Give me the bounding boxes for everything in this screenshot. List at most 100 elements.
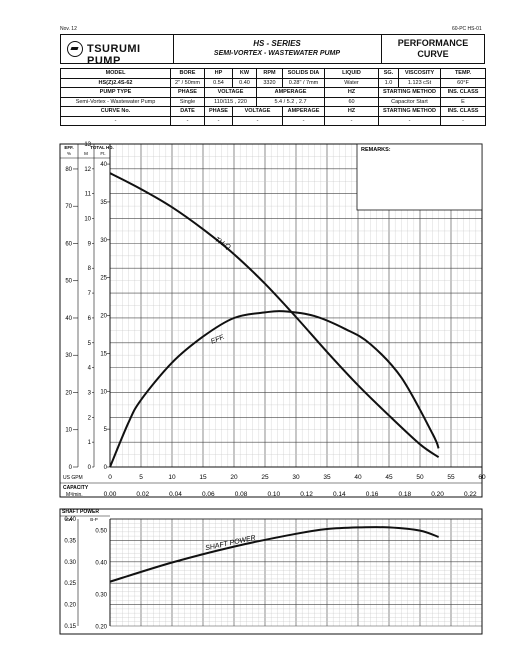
shaft-power-curve (109, 526, 439, 583)
kw-tick-label: 0.15 (64, 624, 76, 630)
chart-curves (109, 172, 440, 583)
gpm-tick-label: 25 (261, 474, 269, 481)
head-ft-tick-label: 5 (104, 427, 108, 433)
head-ft-tick-label: 35 (100, 200, 107, 206)
head-m-tick-label: 10 (84, 217, 91, 223)
head-m-tick-label: 13 (84, 142, 91, 148)
thq-curve (109, 172, 440, 459)
kw-tick-label: 0.40 (64, 517, 76, 523)
eff-tick-label: 0 (69, 465, 73, 471)
gpm-tick-label: 45 (385, 474, 393, 481)
head-ft-tick-label: 20 (100, 314, 107, 320)
eff-tick-label: 50 (65, 279, 72, 285)
gpm-tick-label: 40 (354, 474, 362, 481)
spec-value-row-3: - - - - - - - - (60, 115, 486, 126)
capacity-axis-label: CAPACITY (63, 485, 89, 491)
remarks-label: REMARKS: (361, 147, 391, 153)
head-ft-tick-label: 0 (104, 465, 108, 471)
head-m-tick-label: 0 (88, 465, 92, 471)
shaft-power-heading: SHAFT POWER (62, 509, 99, 515)
head-m-tick-label: 2 (88, 415, 92, 421)
gpm-tick-label: 10 (168, 474, 176, 481)
bhp-tick-label: 0.20 (95, 624, 107, 630)
capacity-tick-label: 0.22 (464, 491, 477, 498)
eff-tick-label: 30 (65, 353, 72, 359)
eff-tick-label: 20 (65, 390, 72, 396)
gpm-tick-label: 60 (478, 474, 486, 481)
gpm-tick-label: 55 (447, 474, 455, 481)
main-frame (59, 143, 483, 498)
head-ft-tick-label: 25 (100, 276, 107, 282)
head-m-unit: M (84, 151, 88, 156)
eff-curve (109, 310, 440, 468)
eff-axis-unit: % (67, 151, 71, 156)
capacity-tick-label: 0.04 (169, 491, 182, 498)
brand-name: TSURUMI PUMP (87, 43, 141, 67)
gpm-tick-label: 5 (139, 474, 143, 481)
head-m-tick-label: 7 (88, 291, 92, 297)
perf-block: PERFORMANCE CURVE (381, 35, 485, 63)
head-m-tick-label: 4 (88, 366, 92, 372)
head-m-tick-label: 9 (88, 241, 92, 247)
head-ft-tick-label: 10 (100, 389, 107, 395)
series-title: HS - SERIES (253, 39, 301, 48)
head-m-tick-label: 1 (88, 440, 92, 446)
eff-tick-label: 80 (65, 167, 72, 173)
eff-tick-label: 70 (65, 204, 72, 210)
bhp-tick-label: 0.40 (95, 561, 107, 567)
brand-block: TSURUMI PUMP (61, 35, 174, 67)
gpm-tick-label: 0 (108, 474, 112, 481)
perf-line-2: CURVE (417, 49, 449, 59)
kw-tick-label: 0.20 (64, 603, 76, 609)
gpm-tick-label: 35 (323, 474, 331, 481)
head-m-tick-label: 11 (85, 192, 92, 198)
chart-frame (59, 143, 483, 635)
head-ft-tick-label: 15 (100, 351, 107, 357)
eff-curve-label: EFF. (210, 334, 226, 346)
shaft-frame (59, 508, 483, 635)
capacity-tick-label: 0.14 (333, 491, 346, 498)
capacity-tick-label: 0.12 (300, 491, 313, 498)
head-ft-tick-label: 40 (100, 162, 107, 168)
bhp-axis-unit: B-P (90, 517, 98, 522)
tsurumi-logo-icon (67, 41, 83, 57)
series-block: HS - SERIES SEMI-VORTEX - WASTEWATER PUM… (173, 35, 382, 63)
capacity-tick-label: 0.16 (366, 491, 379, 498)
spec-value-row-1: HS(Z)2.4S-62 2" / 50mm 0.54 0.40 3320 0.… (60, 77, 486, 88)
header-bar: TSURUMI PUMP HS - SERIES SEMI-VORTEX - W… (60, 34, 485, 67)
eff-axis-label: EFF. (64, 145, 73, 150)
remarks-box (356, 143, 483, 211)
capacity-tick-label: 0.18 (398, 491, 411, 498)
gpm-tick-label: 50 (416, 474, 424, 481)
head-ft-tick-label: 30 (100, 238, 107, 244)
gpm-axis-label: US GPM (63, 475, 83, 481)
bhp-tick-label: 0.50 (95, 529, 107, 535)
capacity-tick-label: 0.08 (235, 491, 248, 498)
perf-line-1: PERFORMANCE (397, 38, 469, 48)
chart-axes (60, 143, 482, 484)
gpm-tick-label: 30 (292, 474, 300, 481)
doc-date: Nov. 12 (60, 26, 77, 32)
head-m-tick-label: 3 (88, 390, 92, 396)
gpm-tick-label: 20 (230, 474, 238, 481)
spec-table: MODEL BORE HP KW RPM SOLIDS DIA LIQUID S… (60, 68, 486, 126)
doc-code: 60-PC HS-01 (452, 26, 482, 32)
chart-grid (109, 143, 483, 627)
kw-tick-label: 0.30 (64, 560, 76, 566)
kw-tick-label: 0.35 (64, 538, 76, 544)
chart-labels: REMARKS: EFF.% TOTAL HD.M Ft. SHAFT POWER KW B… (62, 142, 486, 630)
head-ft-unit: Ft. (100, 151, 105, 156)
spec-value-row-2: Semi-Vortex - Wastewater Pump Single 110… (60, 96, 486, 107)
capacity-tick-label: 0.20 (431, 491, 444, 498)
capacity-tick-label: 0.00 (104, 491, 117, 498)
gpm-tick-label: 15 (199, 474, 207, 481)
series-subtitle: SEMI-VORTEX - WASTEWATER PUMP (213, 50, 341, 57)
bhp-tick-label: 0.30 (95, 592, 107, 598)
spec-cell: - (440, 115, 486, 126)
capacity-tick-label: 0.02 (136, 491, 149, 498)
kw-axis-unit: KW (65, 517, 73, 522)
head-m-tick-label: 8 (88, 266, 92, 272)
eff-tick-label: 40 (65, 316, 72, 322)
head-axis-label: TOTAL HD. (90, 145, 114, 150)
